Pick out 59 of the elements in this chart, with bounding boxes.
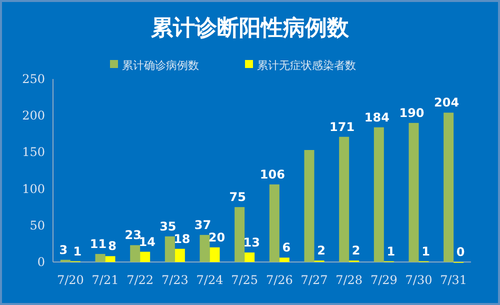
bar <box>105 256 116 262</box>
data-label: 106 <box>260 167 285 182</box>
y-tick-label: 150 <box>22 145 45 160</box>
bar <box>339 136 350 262</box>
legend-label: 累计无症状感染者数 <box>257 59 356 72</box>
data-label: 171 <box>330 120 355 134</box>
x-tick-label: 7/21 <box>92 273 119 287</box>
bar <box>95 254 106 262</box>
x-tick-label: 7/31 <box>440 273 468 287</box>
x-tick-label: 7/27 <box>300 273 328 287</box>
data-label: 1 <box>73 244 82 258</box>
bar <box>200 234 210 262</box>
x-tick-label: 7/25 <box>231 273 258 287</box>
bar <box>140 252 150 262</box>
data-label: 35 <box>160 219 176 234</box>
bar <box>304 150 314 262</box>
data-label: 184 <box>364 110 390 124</box>
bar <box>174 248 185 262</box>
bar <box>164 236 175 262</box>
data-label: 2 <box>352 244 360 258</box>
data-label: 2 <box>317 244 326 258</box>
data-label: 3 <box>59 242 68 257</box>
bar <box>279 258 290 262</box>
x-tick-label: 7/28 <box>336 273 363 287</box>
x-tick-label: 7/20 <box>56 273 84 287</box>
bar <box>244 252 255 262</box>
data-label: 37 <box>194 218 212 232</box>
data-label: 11 <box>90 236 107 251</box>
bar <box>444 112 454 262</box>
y-tick-label: 200 <box>22 108 45 123</box>
bar <box>374 127 384 262</box>
x-tick-label: 7/23 <box>161 273 188 287</box>
data-label: 18 <box>174 232 190 246</box>
bar <box>269 184 280 262</box>
y-tick-label: 100 <box>22 182 45 196</box>
data-label: 75 <box>229 190 246 204</box>
y-tick-label: 250 <box>22 72 45 86</box>
bar <box>234 207 245 262</box>
bar <box>210 247 220 262</box>
x-tick-label: 7/24 <box>196 273 224 287</box>
bar <box>130 245 140 262</box>
data-label: 0 <box>456 245 465 259</box>
x-tick-label: 7/26 <box>266 273 293 287</box>
data-label: 6 <box>282 240 291 255</box>
data-label: 23 <box>124 228 142 242</box>
bar <box>408 122 419 262</box>
data-label: 204 <box>434 96 460 110</box>
chart-title: 累计诊断阳性病例数 <box>150 16 350 41</box>
data-label: 190 <box>399 106 424 120</box>
legend-label: 累计确诊病例数 <box>122 59 199 72</box>
x-tick-label: 7/30 <box>405 273 432 287</box>
x-tick-label: 7/29 <box>370 273 398 287</box>
data-label: 13 <box>243 235 260 250</box>
data-label: 1 <box>422 244 430 258</box>
y-tick-label: 0 <box>37 255 45 269</box>
data-label: 8 <box>108 239 116 254</box>
data-label: 1 <box>386 244 396 258</box>
x-tick-label: 7/22 <box>126 273 154 287</box>
y-tick-label: 50 <box>30 218 45 232</box>
